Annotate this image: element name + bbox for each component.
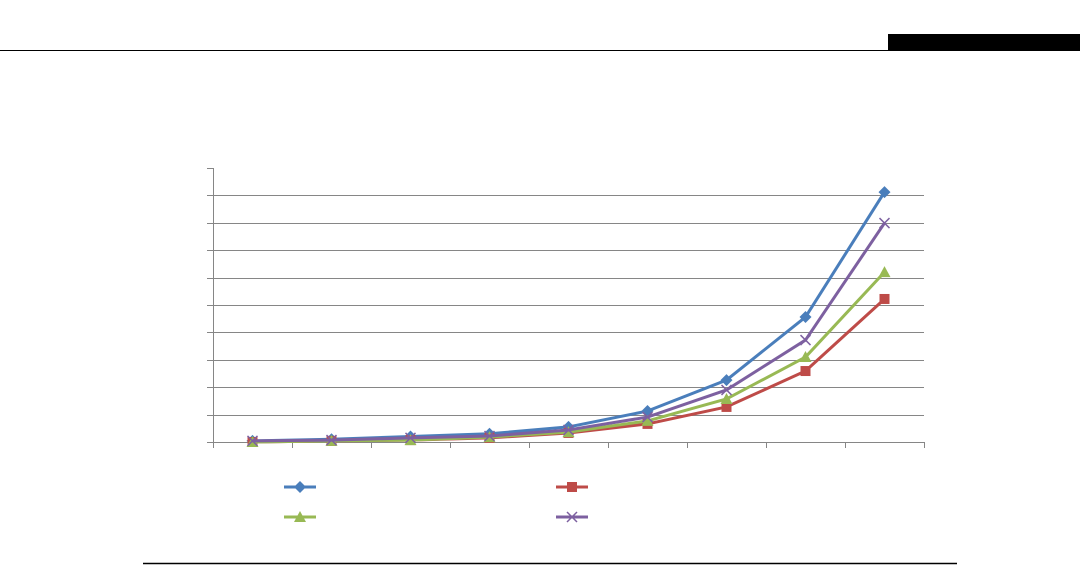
marker: [325, 434, 338, 446]
marker: [878, 266, 891, 278]
marker: [562, 424, 575, 436]
marker: [799, 351, 812, 363]
marker: [294, 481, 306, 493]
marker: [483, 430, 496, 442]
marker: [878, 217, 891, 229]
marker: [566, 511, 578, 523]
marker: [878, 186, 891, 199]
marker: [879, 293, 890, 304]
marker: [800, 366, 811, 377]
marker: [799, 334, 812, 346]
marker: [720, 384, 733, 396]
series-line: [252, 222, 886, 443]
marker: [721, 401, 732, 412]
marker: [246, 435, 259, 447]
marker: [404, 432, 417, 444]
marker: [567, 482, 577, 492]
series-line: [252, 271, 886, 444]
series-line: [252, 191, 886, 443]
marker: [562, 426, 575, 438]
marker: [720, 374, 733, 387]
marker: [799, 311, 812, 324]
marker: [641, 414, 654, 426]
marker: [720, 392, 733, 404]
marker: [641, 411, 654, 423]
series-line: [252, 297, 886, 444]
marker: [404, 434, 417, 446]
marker: [294, 511, 306, 522]
header-bar: [888, 34, 1080, 51]
